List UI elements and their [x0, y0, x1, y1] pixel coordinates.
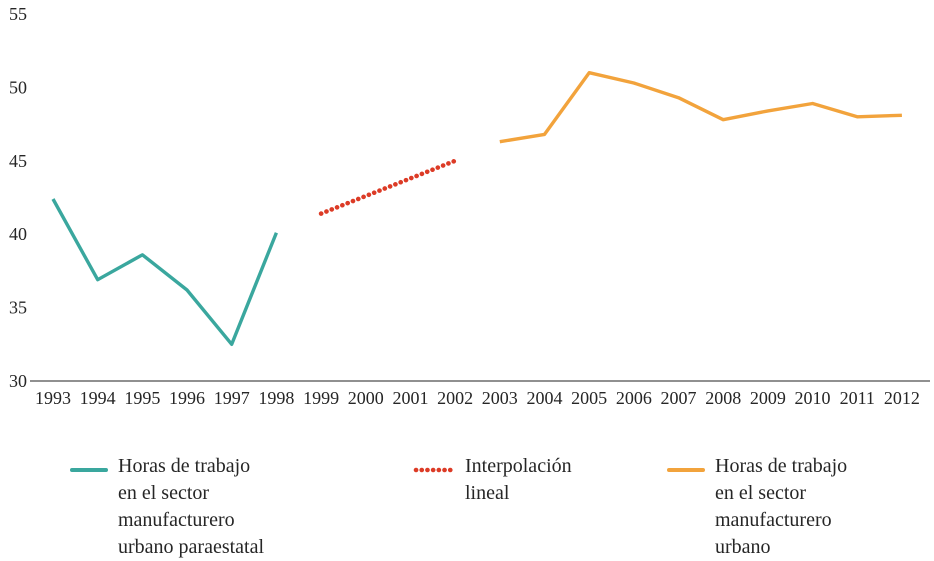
legend-label-urbano: Horas de trabajo en el sector manufactur… — [715, 455, 848, 558]
y-axis-tick-label: 55 — [9, 4, 27, 24]
y-axis-tick-label: 40 — [9, 224, 27, 244]
x-axis-tick-label: 2001 — [392, 388, 428, 408]
legend: Horas de trabajo en el sector manufactur… — [0, 453, 934, 561]
y-axis-tick-label: 30 — [9, 371, 27, 391]
legend-label-interpolacion: Interpolación lineal — [465, 455, 572, 504]
x-axis-tick-label: 2010 — [795, 388, 831, 408]
x-axis-tick-label: 2008 — [705, 388, 741, 408]
x-axis-tick-label: 2005 — [571, 388, 607, 408]
x-axis-tick-label: 1993 — [35, 388, 71, 408]
y-axis-tick-label: 50 — [9, 77, 27, 97]
legend-label-paraestatal: Horas de trabajo en el sector manufactur… — [118, 455, 265, 558]
x-axis-tick-label: 1997 — [214, 388, 250, 408]
x-axis-tick-label: 1995 — [124, 388, 160, 408]
orange-line-swatch — [667, 462, 705, 480]
x-axis-tick-label: 2007 — [661, 388, 697, 408]
line-chart: 30 35 40 45 50 55 1993 1994 1995 1996 1997 1998 1999… — [9, 4, 930, 408]
x-axis-tick-label: 1994 — [80, 388, 116, 408]
teal-line-swatch — [70, 462, 108, 480]
x-axis-tick-label: 1996 — [169, 388, 205, 408]
x-axis-tick-label: 2002 — [437, 388, 473, 408]
legend-item-paraestatal: Horas de trabajo en el sector manufactur… — [70, 453, 264, 561]
red-dotted-swatch — [413, 462, 455, 480]
legend-item-urbano: Horas de trabajo en el sector manufactur… — [667, 453, 847, 561]
x-axis-tick-label: 2009 — [750, 388, 786, 408]
x-axis-tick-label: 1998 — [258, 388, 294, 408]
series-line-paraestatal — [51, 198, 278, 346]
series-line-urbano — [499, 70, 902, 144]
x-axis-tick-label: 2003 — [482, 388, 518, 408]
x-axis-tick-label: 1999 — [303, 388, 339, 408]
legend-item-interpolacion: Interpolación lineal — [413, 453, 572, 507]
x-axis-tick-label: 2000 — [348, 388, 384, 408]
series-line-interpolacion — [318, 158, 458, 216]
x-axis-tick-label: 2006 — [616, 388, 652, 408]
y-axis-tick-label: 45 — [9, 151, 27, 171]
x-axis-tick-label: 2011 — [840, 388, 875, 408]
x-axis-tick-label: 2012 — [884, 388, 920, 408]
x-axis-tick-label: 2004 — [526, 388, 562, 408]
y-axis-tick-label: 35 — [9, 298, 27, 318]
